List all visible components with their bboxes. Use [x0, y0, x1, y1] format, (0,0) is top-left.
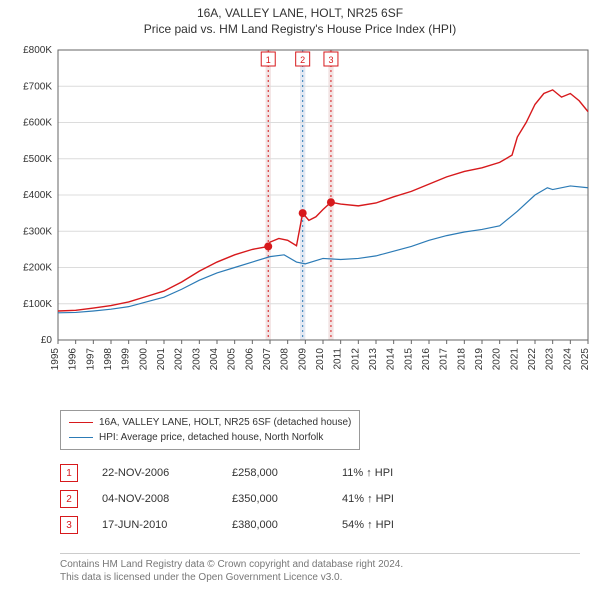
- sale-row: 1 22-NOV-2006 £258,000 11% ↑ HPI: [60, 460, 452, 486]
- legend-item: HPI: Average price, detached house, Nort…: [69, 430, 351, 445]
- svg-text:2003: 2003: [191, 348, 202, 371]
- svg-text:2009: 2009: [297, 348, 308, 371]
- svg-text:1997: 1997: [85, 348, 96, 371]
- chart-subtitle: Price paid vs. HM Land Registry's House …: [0, 20, 600, 36]
- sale-badge: 3: [60, 516, 78, 534]
- svg-text:2013: 2013: [368, 348, 379, 371]
- price-chart: £0 £100K £200K £300K £400K £500K £600K £700K £80…: [0, 40, 600, 400]
- svg-text:£300K: £300K: [23, 226, 52, 237]
- svg-text:3: 3: [328, 55, 333, 65]
- svg-text:2010: 2010: [315, 348, 326, 371]
- svg-text:2014: 2014: [386, 348, 397, 371]
- attribution-line: Contains HM Land Registry data © Crown c…: [60, 558, 580, 571]
- svg-text:2000: 2000: [138, 348, 149, 371]
- legend-swatch: [69, 422, 93, 423]
- svg-text:1996: 1996: [68, 348, 79, 371]
- svg-text:2012: 2012: [350, 348, 361, 371]
- svg-text:£400K: £400K: [23, 190, 52, 201]
- svg-text:2023: 2023: [545, 348, 556, 371]
- svg-text:1995: 1995: [50, 348, 61, 371]
- svg-text:£0: £0: [41, 335, 53, 346]
- svg-text:2020: 2020: [492, 348, 503, 371]
- svg-text:2004: 2004: [209, 348, 220, 371]
- svg-text:£600K: £600K: [23, 118, 52, 129]
- legend-label: HPI: Average price, detached house, Nort…: [99, 430, 323, 445]
- svg-text:1998: 1998: [103, 348, 114, 371]
- svg-text:2016: 2016: [421, 348, 432, 371]
- sale-price: £258,000: [232, 467, 342, 479]
- svg-text:2008: 2008: [280, 348, 291, 371]
- svg-text:2006: 2006: [244, 348, 255, 371]
- sale-price: £380,000: [232, 519, 342, 531]
- attribution-line: This data is licensed under the Open Gov…: [60, 571, 580, 584]
- sale-badge: 2: [60, 490, 78, 508]
- sale-date: 22-NOV-2006: [102, 467, 232, 479]
- sale-diff: 54% ↑ HPI: [342, 519, 452, 531]
- attribution: Contains HM Land Registry data © Crown c…: [60, 553, 580, 584]
- legend-swatch: [69, 437, 93, 438]
- svg-text:2019: 2019: [474, 348, 485, 371]
- sale-date: 04-NOV-2008: [102, 493, 232, 505]
- sales-table: 1 22-NOV-2006 £258,000 11% ↑ HPI 2 04-NO…: [60, 460, 452, 538]
- svg-text:2015: 2015: [403, 348, 414, 371]
- legend-label: 16A, VALLEY LANE, HOLT, NR25 6SF (detach…: [99, 415, 351, 430]
- sale-date: 17-JUN-2010: [102, 519, 232, 531]
- svg-text:£800K: £800K: [23, 45, 52, 56]
- svg-text:2024: 2024: [562, 348, 573, 371]
- legend-item: 16A, VALLEY LANE, HOLT, NR25 6SF (detach…: [69, 415, 351, 430]
- sale-diff: 11% ↑ HPI: [342, 467, 452, 479]
- svg-text:£200K: £200K: [23, 263, 52, 274]
- svg-text:2001: 2001: [156, 348, 167, 371]
- svg-text:£100K: £100K: [23, 299, 52, 310]
- svg-text:£700K: £700K: [23, 81, 52, 92]
- svg-text:2021: 2021: [509, 348, 520, 371]
- svg-text:2011: 2011: [333, 348, 344, 370]
- sale-badge: 1: [60, 464, 78, 482]
- svg-text:2: 2: [300, 55, 305, 65]
- svg-text:2022: 2022: [527, 348, 538, 371]
- svg-text:1999: 1999: [121, 348, 132, 371]
- svg-text:2017: 2017: [439, 348, 450, 371]
- sale-diff: 41% ↑ HPI: [342, 493, 452, 505]
- chart-title: 16A, VALLEY LANE, HOLT, NR25 6SF: [0, 0, 600, 20]
- svg-text:2025: 2025: [580, 348, 591, 371]
- svg-text:2018: 2018: [456, 348, 467, 371]
- legend: 16A, VALLEY LANE, HOLT, NR25 6SF (detach…: [60, 410, 360, 450]
- svg-text:2007: 2007: [262, 348, 273, 371]
- svg-text:2002: 2002: [174, 348, 185, 371]
- sale-row: 2 04-NOV-2008 £350,000 41% ↑ HPI: [60, 486, 452, 512]
- svg-text:£500K: £500K: [23, 154, 52, 165]
- sale-price: £350,000: [232, 493, 342, 505]
- svg-text:1: 1: [266, 55, 271, 65]
- svg-text:2005: 2005: [227, 348, 238, 371]
- sale-row: 3 17-JUN-2010 £380,000 54% ↑ HPI: [60, 512, 452, 538]
